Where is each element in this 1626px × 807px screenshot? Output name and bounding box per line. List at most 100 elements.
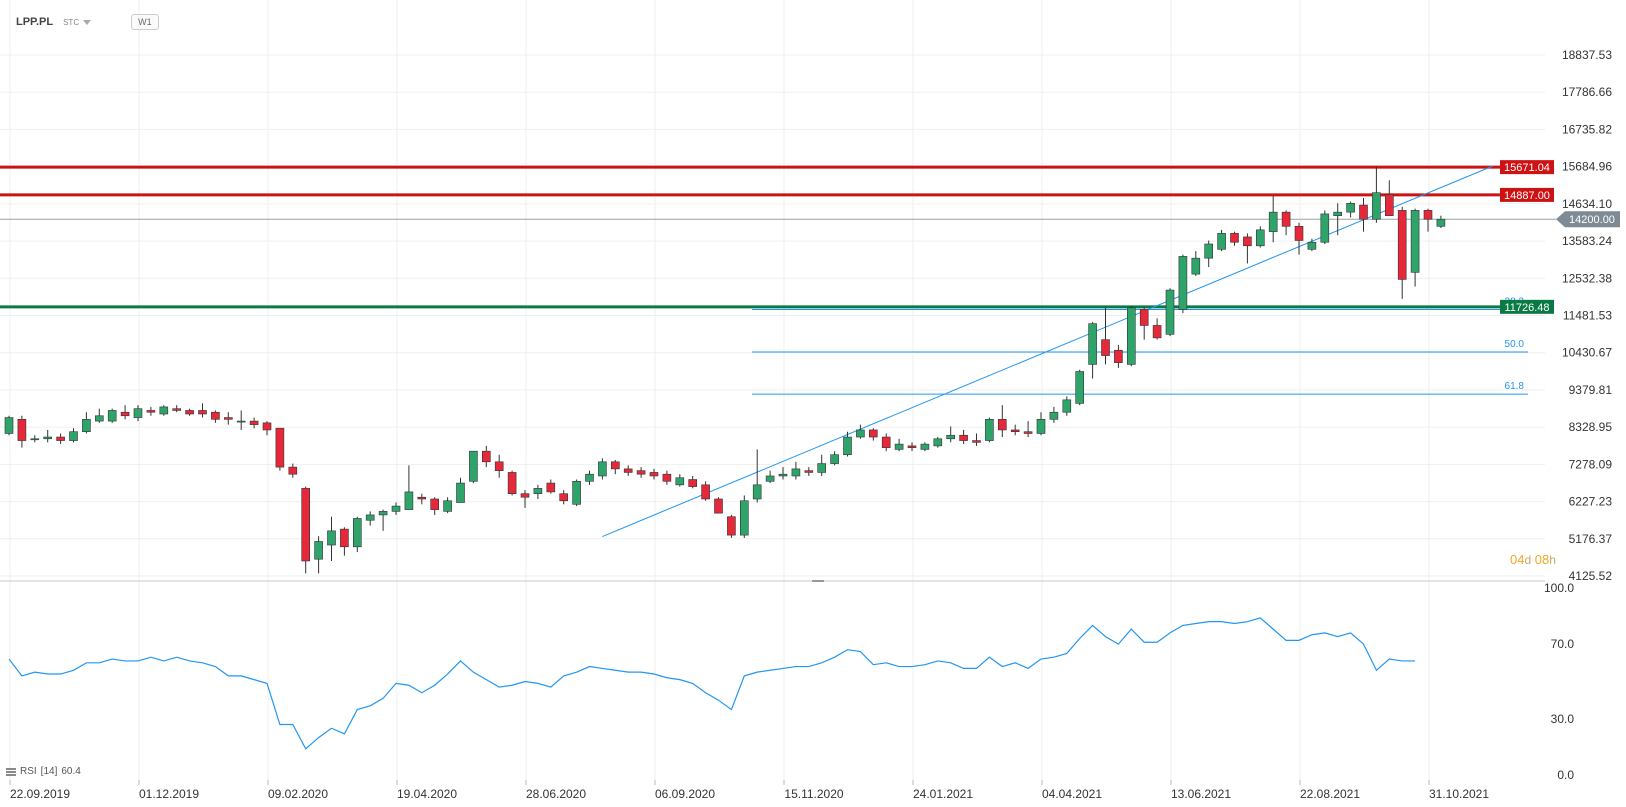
candle-down bbox=[881, 433, 891, 452]
rsi-axis: 100.0 70.0 30.0 0.0 bbox=[1544, 581, 1574, 782]
candle-down bbox=[1385, 180, 1394, 216]
level-tag-label: 14887.00 bbox=[1504, 190, 1550, 202]
timeframe-selector[interactable]: W1 bbox=[131, 14, 159, 30]
current-price-label: 14200.00 bbox=[1569, 214, 1615, 226]
rsi-point bbox=[718, 699, 720, 701]
candle-down bbox=[636, 467, 646, 478]
candle-body bbox=[830, 454, 839, 464]
candle-down bbox=[1101, 307, 1110, 365]
candle-up bbox=[327, 516, 336, 561]
rsi-point bbox=[769, 669, 771, 671]
fib-label: 61.8 bbox=[1505, 381, 1525, 392]
rsi-point bbox=[21, 675, 23, 677]
candle-body bbox=[481, 450, 491, 463]
candle-body bbox=[1088, 323, 1097, 365]
candle-body bbox=[881, 436, 891, 448]
price-axis[interactable]: 18837.53 17786.66 16735.82 15684.96 14634.10… bbox=[1562, 48, 1612, 583]
price-tick-label: 14634.10 bbox=[1562, 197, 1612, 211]
rsi-point bbox=[1363, 643, 1365, 645]
rsi-point bbox=[124, 660, 126, 662]
candle-body bbox=[301, 488, 311, 562]
candle-up bbox=[82, 412, 91, 434]
candle-body bbox=[1023, 431, 1033, 434]
candle-body bbox=[4, 417, 14, 434]
candle-body bbox=[17, 419, 27, 441]
rsi-point bbox=[537, 683, 539, 685]
candle-up bbox=[378, 509, 388, 531]
candle-body bbox=[1346, 202, 1355, 213]
rsi-point bbox=[305, 748, 307, 750]
date-tick-label: 24.01.2021 bbox=[913, 787, 973, 801]
rsi-point bbox=[795, 666, 797, 668]
chart-type-selector[interactable]: STC bbox=[63, 18, 92, 27]
fib-label: 50.0 bbox=[1505, 339, 1525, 350]
candle-up bbox=[739, 495, 749, 538]
candle-countdown: 04d 08h bbox=[1510, 552, 1556, 567]
price-tick-label: 12532.38 bbox=[1562, 271, 1612, 285]
rsi-legend[interactable]: RSI [14] 60.4 bbox=[6, 766, 81, 777]
menu-icon[interactable] bbox=[6, 767, 16, 776]
candle-body bbox=[430, 498, 440, 510]
rsi-point bbox=[331, 727, 333, 729]
rsi-point bbox=[1337, 636, 1339, 638]
level-tag-label: 11726.48 bbox=[1504, 302, 1549, 314]
rsi-point bbox=[808, 666, 810, 668]
candle-body bbox=[946, 434, 956, 440]
candle-down bbox=[804, 467, 814, 476]
candle-down bbox=[249, 417, 259, 429]
date-tick-label: 19.04.2020 bbox=[397, 787, 457, 801]
candle-down bbox=[224, 412, 233, 425]
candle-up bbox=[1088, 321, 1097, 379]
horizontal-levels bbox=[0, 165, 1556, 309]
candle-body bbox=[1062, 399, 1072, 413]
candle-up bbox=[1127, 305, 1136, 367]
candle-down bbox=[430, 497, 440, 515]
candle-body bbox=[1114, 349, 1123, 363]
pane-resize-handle[interactable] bbox=[812, 580, 824, 582]
candle-down bbox=[1152, 318, 1162, 340]
price-tick-label: 10430.67 bbox=[1562, 346, 1612, 360]
date-tick-label: 22.09.2019 bbox=[10, 787, 70, 801]
candle-down bbox=[1023, 421, 1033, 438]
symbol-label[interactable]: LPP.PL bbox=[16, 16, 54, 28]
rsi-point bbox=[8, 658, 10, 660]
candle-up bbox=[791, 461, 801, 480]
rsi-point bbox=[1079, 638, 1081, 640]
rsi-point bbox=[1350, 632, 1352, 634]
candle-body bbox=[1204, 243, 1213, 259]
candle-down bbox=[1139, 307, 1149, 340]
candle-up bbox=[675, 474, 685, 487]
candle-body bbox=[443, 500, 452, 512]
candle-body bbox=[391, 505, 401, 512]
candle-body bbox=[1243, 236, 1252, 247]
candle-down bbox=[1010, 424, 1020, 436]
rsi-point bbox=[369, 705, 371, 707]
rsi-point bbox=[1002, 666, 1004, 668]
rsi-point bbox=[1040, 658, 1042, 660]
candle-up bbox=[946, 426, 956, 443]
rsi-point bbox=[1182, 625, 1184, 627]
level-tag-resistance-lower bbox=[1500, 187, 1554, 202]
candle-body bbox=[82, 419, 91, 433]
candle-up bbox=[817, 454, 827, 476]
candle-body bbox=[107, 410, 117, 422]
candle-body bbox=[868, 429, 878, 438]
rsi-name: RSI bbox=[20, 766, 37, 777]
rsi-point bbox=[1285, 640, 1287, 642]
date-tick-label: 13.06.2021 bbox=[1171, 787, 1231, 801]
candle-body bbox=[95, 415, 104, 422]
candle-down bbox=[1230, 231, 1239, 246]
date-tick-label: 09.02.2020 bbox=[268, 787, 328, 801]
candle-down bbox=[120, 405, 130, 420]
candle-up bbox=[985, 417, 994, 443]
candle-body bbox=[1075, 371, 1084, 404]
candle-up bbox=[4, 415, 14, 436]
rsi-point bbox=[357, 709, 359, 711]
rsi-point bbox=[744, 675, 746, 677]
candle-body bbox=[739, 500, 749, 536]
candle-body bbox=[1397, 210, 1407, 280]
candlestick-series bbox=[4, 166, 1446, 574]
rsi-point bbox=[731, 709, 733, 711]
date-axis[interactable]: 22.09.2019 01.12.2019 09.02.2020 19.04.2020… bbox=[9, 780, 1489, 801]
